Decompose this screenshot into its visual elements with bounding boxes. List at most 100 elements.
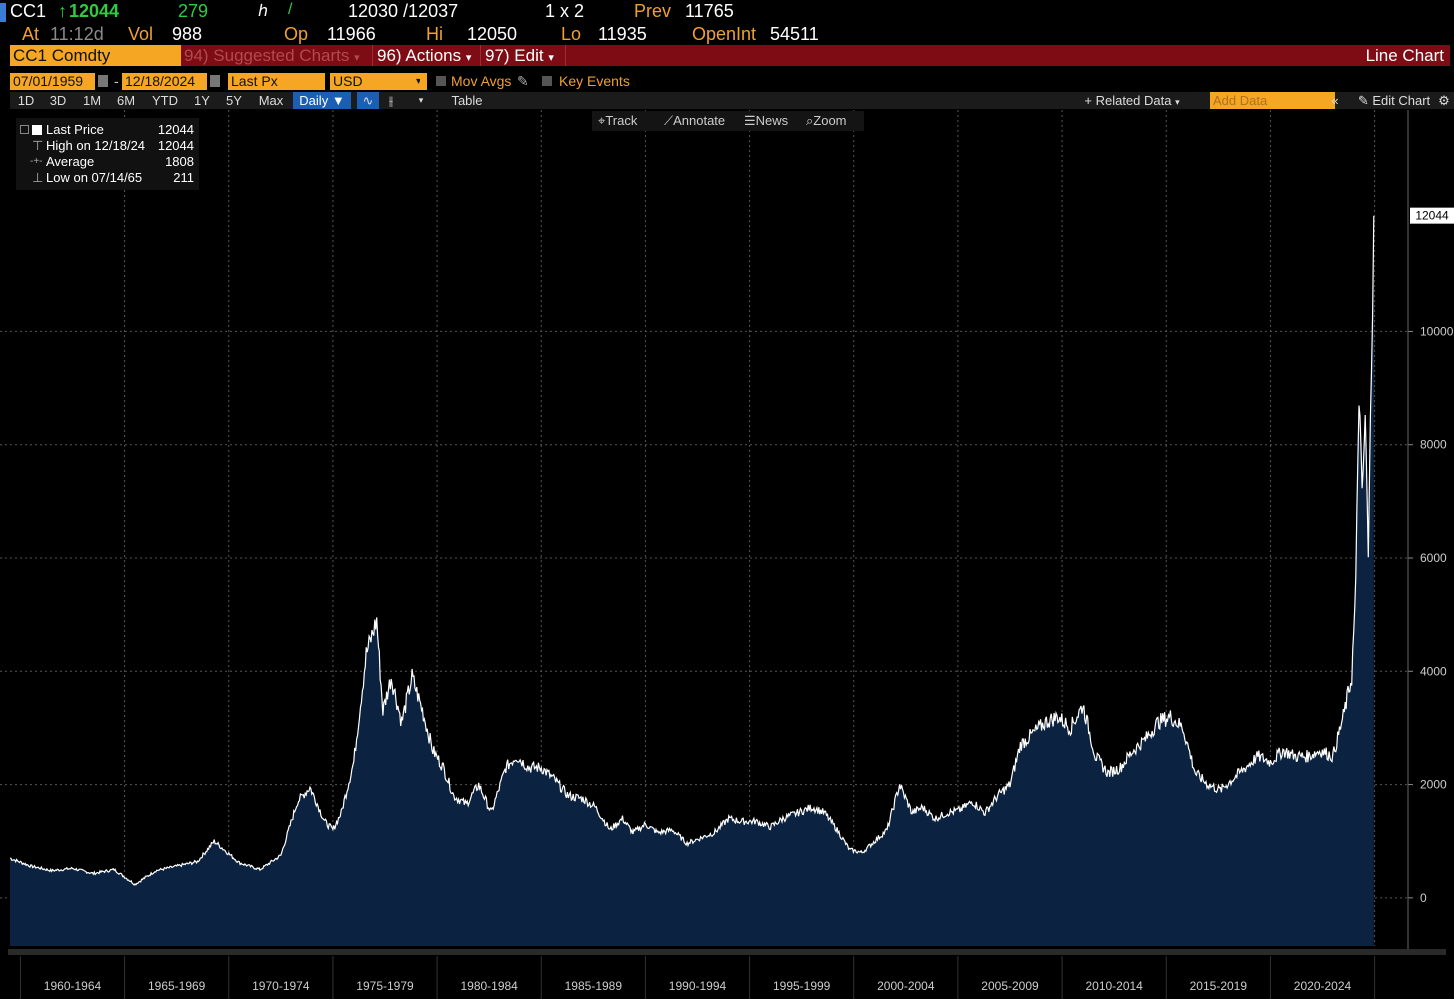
legend-name: Low on 07/14/65 xyxy=(46,170,143,185)
lo-label: Lo xyxy=(561,24,582,44)
x-tick-label: 2000-2004 xyxy=(877,979,935,993)
x-tick-label: 2015-2019 xyxy=(1190,979,1248,993)
legend-row: -+- Average 1808 xyxy=(16,154,194,170)
period-1y[interactable]: 1Y xyxy=(194,93,210,108)
start-date-field[interactable]: 07/01/1959 xyxy=(10,73,95,90)
frequency-value: Daily xyxy=(299,93,329,108)
x-tick-label: 1980-1984 xyxy=(460,979,518,993)
average-marker-icon: -+- xyxy=(30,156,43,167)
high-marker-icon: ⊤ xyxy=(32,138,44,153)
calendar-icon[interactable] xyxy=(98,75,108,87)
command-bar: CC1 Comdty 94) Suggested Charts ▾ 96) Ac… xyxy=(10,45,1450,66)
period-5y[interactable]: 5Y xyxy=(226,93,242,108)
candle-chart-icon[interactable]: ⫲ xyxy=(388,93,394,108)
last-price-tag-label: 12044 xyxy=(1415,209,1449,223)
y-tick-label: 4000 xyxy=(1420,664,1447,678)
op-value: 11966 xyxy=(327,24,376,44)
series-color-swatch xyxy=(32,125,42,135)
x-tick-label: 1970-1974 xyxy=(252,979,310,993)
mov-avgs-checkbox[interactable] xyxy=(436,76,446,86)
trend-icon: / xyxy=(288,1,293,18)
x-tick-label: 2005-2009 xyxy=(981,979,1039,993)
chevron-down-icon: ▾ xyxy=(548,52,554,64)
collapse-icon[interactable] xyxy=(20,125,29,134)
currency-dropdown-edge xyxy=(420,73,427,90)
edit-menu[interactable]: 97) Edit ▾ xyxy=(480,45,566,66)
quote-time: 11:12d xyxy=(50,24,104,44)
legend-value: 12044 xyxy=(157,138,194,153)
track-tool[interactable]: ⌖ Track xyxy=(598,111,637,131)
field-selector[interactable]: Last Px xyxy=(228,73,325,90)
period-6m[interactable]: 6M xyxy=(116,93,136,108)
at-label: At xyxy=(22,24,40,44)
openint-value: 54511 xyxy=(770,24,819,44)
related-data-menu[interactable]: + Related Data ▾ xyxy=(1076,92,1188,109)
line-chart-icon[interactable]: ∿ xyxy=(357,92,379,109)
suggested-charts-label: 94) Suggested Charts xyxy=(184,46,350,65)
date-separator: - xyxy=(114,73,119,89)
y-tick-label: 2000 xyxy=(1420,778,1447,792)
period-1m[interactable]: 1M xyxy=(82,93,102,108)
y-axis: 0 2000 4000 6000 8000 10000 12044 xyxy=(1407,110,1454,950)
prev-value: 11765 xyxy=(685,1,734,21)
annotate-label: Annotate xyxy=(673,113,726,128)
edit-chart-button[interactable]: ✎ Edit Chart xyxy=(1348,92,1440,109)
quote-header: CC1 ↑ 12044 279 ℎ / 12030 /12037 1 x 2 P… xyxy=(0,0,1454,46)
ticker-marker xyxy=(0,3,6,22)
period-max[interactable]: Max xyxy=(258,93,284,108)
tick-icon: ℎ xyxy=(258,3,269,20)
x-tick-label: 1965-1969 xyxy=(148,979,206,993)
x-tick-label: 2020-2024 xyxy=(1294,979,1352,993)
chart-legend: Last Price 12044 ⊤ High on 12/18/24 1204… xyxy=(16,118,199,190)
currency-selector[interactable]: USD ▾ xyxy=(330,73,425,90)
chevron-down-icon: ▾ xyxy=(415,76,421,87)
annotate-tool[interactable]: ⟋ Annotate xyxy=(664,111,725,131)
zoom-tool[interactable]: ⌕ Zoom xyxy=(806,111,847,131)
edit-chart-label: Edit Chart xyxy=(1372,93,1431,108)
lo-value: 11935 xyxy=(598,24,647,44)
suggested-charts-menu[interactable]: 94) Suggested Charts ▾ xyxy=(180,45,374,66)
hi-value: 12050 xyxy=(467,24,518,44)
bid-ask: 12030 /12037 xyxy=(348,1,459,21)
news-label: News xyxy=(755,113,789,128)
chevron-down-icon: ▾ xyxy=(354,52,360,64)
zoom-label: Zoom xyxy=(813,113,847,128)
y-tick-label: 0 xyxy=(1420,891,1427,905)
settings-row: 07/01/1959 - 12/18/2024 Last Px USD ▾ Mov… xyxy=(10,73,1450,91)
legend-value: 12044 xyxy=(157,122,194,137)
calendar-icon[interactable] xyxy=(210,75,220,87)
track-label: Track xyxy=(605,113,638,128)
op-label: Op xyxy=(284,24,309,44)
up-arrow-icon: ↑ xyxy=(58,1,67,21)
table-button[interactable]: Table xyxy=(451,93,483,108)
y-tick-label: 6000 xyxy=(1420,551,1447,565)
price-line xyxy=(9,215,1375,886)
pencil-icon[interactable]: ✎ xyxy=(517,73,529,89)
period-1d[interactable]: 1D xyxy=(17,93,35,108)
ticker[interactable]: CC1 xyxy=(10,1,47,21)
collapse-icon[interactable]: « xyxy=(1331,93,1339,108)
last-price-tag xyxy=(1410,207,1454,224)
last-price: 12044 xyxy=(69,1,120,21)
edit-label: 97) Edit xyxy=(485,46,544,65)
period-3d[interactable]: 3D xyxy=(49,93,67,108)
security-field[interactable]: CC1 Comdty xyxy=(10,45,181,66)
legend-value: 211 xyxy=(173,170,194,185)
add-data-input[interactable]: Add Data xyxy=(1210,92,1335,109)
chevron-down-icon[interactable]: ▾ xyxy=(418,95,424,105)
x-tick-label: 1990-1994 xyxy=(669,979,727,993)
vol-label: Vol xyxy=(128,24,154,44)
chart-type-label: Line Chart xyxy=(1365,46,1444,65)
end-date-field[interactable]: 12/18/2024 xyxy=(122,73,207,90)
actions-menu[interactable]: 96) Actions ▾ xyxy=(372,45,489,66)
period-ytd[interactable]: YTD xyxy=(152,93,178,108)
legend-row[interactable]: Last Price 12044 xyxy=(16,122,194,138)
news-tool[interactable]: ☰ News xyxy=(744,111,788,131)
key-events-checkbox[interactable] xyxy=(542,76,552,86)
navigator-scrollbar xyxy=(8,949,1446,955)
gear-icon[interactable]: ⚙ xyxy=(1438,93,1450,108)
openint-label: OpenInt xyxy=(692,24,757,44)
frequency-selector[interactable]: Daily ▼ xyxy=(293,92,351,109)
price-area xyxy=(10,215,1374,946)
